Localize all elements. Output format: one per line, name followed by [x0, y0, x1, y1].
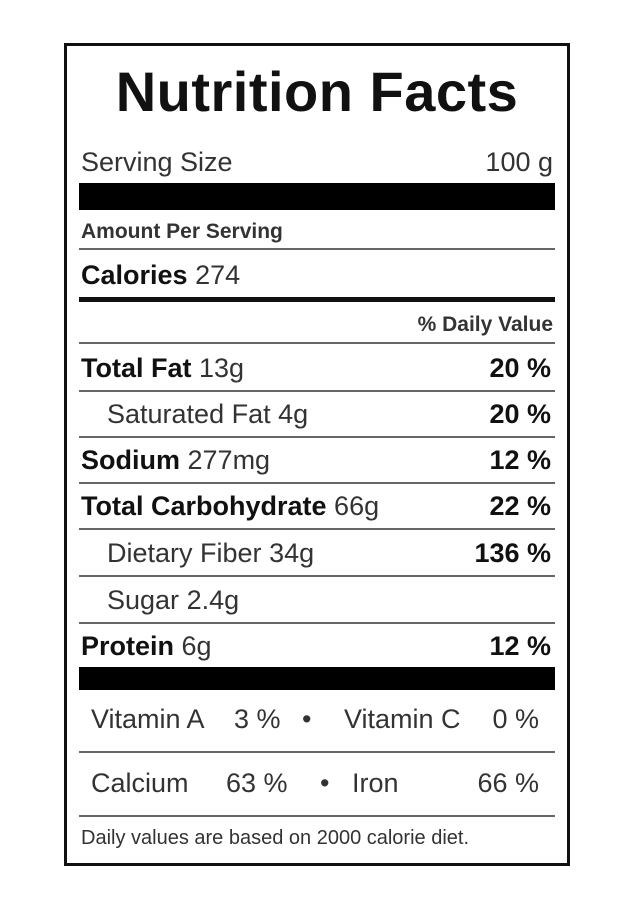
- thick-divider-top: [79, 183, 555, 210]
- calories-label: Calories: [81, 260, 188, 290]
- bullet-separator: •: [302, 704, 312, 734]
- nutrient-dv: 22 %: [489, 491, 551, 521]
- nutrient-row-dietary-fiber: Dietary Fiber 34g: [107, 540, 314, 567]
- calcium-value: 63 %: [226, 768, 288, 798]
- nutrient-dv: 12 %: [489, 631, 551, 661]
- nutrient-row-total-carbohydrate: Total Carbohydrate 66g: [81, 493, 379, 520]
- divider: [79, 482, 555, 484]
- iron-value: 66 %: [477, 768, 539, 798]
- divider: [79, 575, 555, 577]
- nutrient-amount: 34g: [269, 538, 315, 568]
- nutrient-amount: 6g: [181, 631, 212, 661]
- vitamin-a-value: 3 %: [234, 704, 281, 734]
- divider: [79, 436, 555, 438]
- nutrient-row-sodium: Sodium 277mg: [81, 447, 270, 474]
- amount-per-serving-heading: Amount Per Serving: [81, 220, 283, 243]
- label-title: Nutrition Facts: [115, 60, 519, 123]
- calcium-label: Calcium: [91, 768, 189, 798]
- bullet-separator: •: [320, 768, 330, 798]
- calories-value: 274: [195, 260, 241, 290]
- nutrient-label: Sugar: [107, 585, 180, 615]
- divider: [79, 751, 555, 753]
- iron-label: Iron: [352, 768, 399, 798]
- nutrient-amount: 2.4g: [186, 585, 240, 615]
- divider: [79, 248, 555, 250]
- nutrient-dv: 20 %: [489, 353, 551, 383]
- divider: [79, 342, 555, 344]
- nutrient-label: Saturated Fat: [107, 399, 271, 429]
- divider: [79, 815, 555, 817]
- nutrient-row-protein: Protein 6g: [81, 633, 212, 660]
- nutrient-row-total-fat: Total Fat 13g: [81, 355, 244, 382]
- divider: [79, 528, 555, 530]
- nutrient-amount: 13g: [199, 353, 245, 383]
- divider: [79, 622, 555, 624]
- vitamin-a-label: Vitamin A: [91, 704, 205, 734]
- nutrient-dv: 12 %: [489, 445, 551, 475]
- nutrient-label: Total Fat: [81, 353, 192, 383]
- nutrient-amount: 4g: [278, 399, 309, 429]
- vitamin-c-label: Vitamin C: [344, 704, 461, 734]
- footer-note: Daily values are based on 2000 calorie d…: [81, 827, 470, 849]
- nutrient-dv: 136 %: [474, 538, 551, 568]
- nutrient-row-sugar: Sugar 2.4g: [107, 587, 239, 614]
- divider: [79, 390, 555, 392]
- nutrient-row-saturated-fat: Saturated Fat 4g: [107, 401, 308, 428]
- nutrition-facts-label: Nutrition Facts Serving Size 100 g Amoun…: [64, 43, 570, 866]
- serving-size-value: 100 g: [485, 147, 553, 177]
- medium-divider: [79, 297, 555, 302]
- daily-value-heading: % Daily Value: [417, 313, 553, 336]
- thick-divider-bottom: [79, 667, 555, 690]
- nutrient-amount: 277mg: [187, 445, 271, 475]
- nutrient-label: Protein: [81, 631, 175, 661]
- nutrient-label: Dietary Fiber: [107, 538, 262, 568]
- serving-size-label: Serving Size: [81, 147, 233, 177]
- calories-row: Calories 274: [81, 262, 240, 289]
- nutrient-label: Sodium: [81, 445, 180, 475]
- nutrient-label: Total Carbohydrate: [81, 491, 327, 521]
- vitamin-c-value: 0 %: [492, 704, 539, 734]
- nutrient-dv: 20 %: [489, 399, 551, 429]
- nutrient-amount: 66g: [334, 491, 380, 521]
